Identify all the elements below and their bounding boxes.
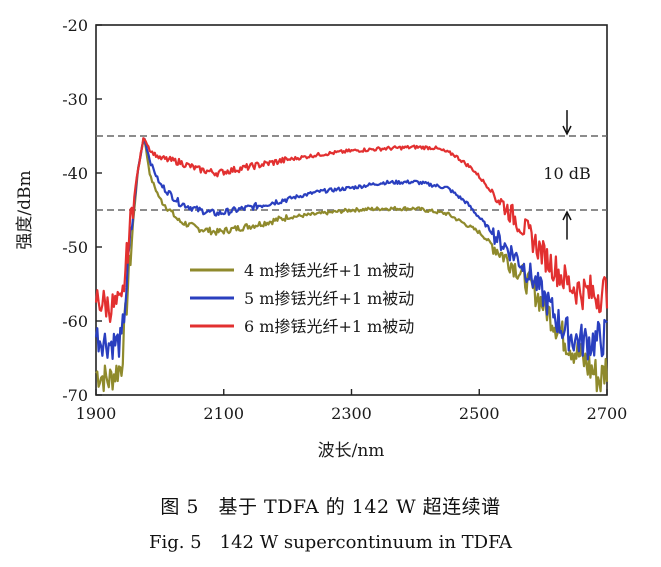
y-tick-label: -20 [62,16,88,35]
series-line-2 [94,137,608,361]
legend-label-3: 6 m掺铥光纤+1 m被动 [244,317,414,336]
x-tick-label: 2700 [587,404,628,423]
y-axis-label: 强度/dBm [15,170,35,249]
annotation-10db: 10 dB [543,164,590,183]
chart-svg: 1900 2100 2300 2500 2700 -70 -60 -50 -40 -30 -20 4… [15,16,628,461]
y-tick-label: -50 [62,238,88,257]
chart-figure: 1900 2100 2300 2500 2700 -70 -60 -50 -40 -30 -20 4… [15,16,628,461]
x-axis-label: 波长/nm [318,441,385,461]
arrow-down-icon [562,125,572,136]
series-line-3 [94,137,609,323]
y-tick-label: -30 [62,90,88,109]
figure-caption-chinese: 图 5 基于 TDFA 的 142 W 超连续谱 [160,496,501,518]
legend-label-2: 5 m掺铥光纤+1 m被动 [244,289,414,308]
figure-caption-english: Fig. 5 142 W supercontinuum in TDFA [148,532,513,553]
y-tick-label: -40 [62,164,88,183]
x-tick-label: 2100 [203,404,244,423]
arrow-up-icon [562,210,572,221]
x-tick-label: 2300 [331,404,372,423]
x-tick-label: 1900 [76,404,117,423]
legend-label-1: 4 m掺铥光纤+1 m被动 [244,261,414,280]
x-tick-label: 2500 [459,404,500,423]
y-tick-label: -60 [62,312,88,331]
y-tick-label: -70 [62,386,88,405]
